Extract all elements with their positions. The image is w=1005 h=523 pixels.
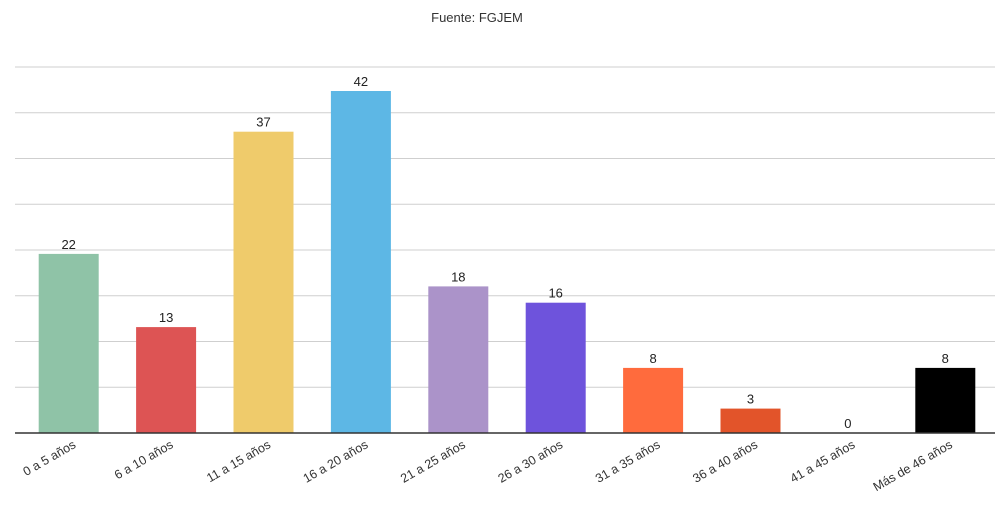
x-tick-label: 21 a 25 años <box>398 437 468 485</box>
data-label: 18 <box>451 269 465 284</box>
x-tick-label: 16 a 20 años <box>301 437 371 485</box>
bars <box>38 91 976 433</box>
x-tick-label: 0 a 5 años <box>21 437 79 478</box>
data-label: 8 <box>649 351 656 366</box>
bar <box>330 91 391 433</box>
data-label: 13 <box>159 310 173 325</box>
data-label: 16 <box>548 286 562 301</box>
data-label: 42 <box>354 74 368 89</box>
bar <box>233 131 294 433</box>
x-tick-label: 36 a 40 años <box>690 437 760 485</box>
bar <box>38 253 99 433</box>
bar <box>428 286 489 433</box>
x-tick-label: 31 a 35 años <box>593 437 663 485</box>
bar <box>525 302 586 433</box>
data-label: 22 <box>61 237 75 252</box>
data-label: 37 <box>256 115 270 130</box>
bar <box>136 327 197 433</box>
x-tick-label: 6 a 10 años <box>112 437 176 482</box>
x-tick-label: 41 a 45 años <box>788 437 858 485</box>
data-label: 3 <box>747 392 754 407</box>
data-label: 8 <box>942 351 949 366</box>
x-tick-label: 26 a 30 años <box>496 437 566 485</box>
bar <box>720 408 781 433</box>
bar <box>623 367 684 433</box>
data-labels: 22 13 37 42 18 16 8 3 0 8 <box>61 74 948 431</box>
x-tick-label: 11 a 15 años <box>204 437 273 485</box>
x-axis-tick-labels: 0 a 5 años 6 a 10 años 11 a 15 años 16 a 20… <box>21 437 955 494</box>
data-label: 0 <box>844 416 851 431</box>
chart-source: Fuente: FGJEM <box>431 10 523 25</box>
x-tick-label: Más de 46 años <box>871 437 955 494</box>
bar <box>915 367 976 433</box>
